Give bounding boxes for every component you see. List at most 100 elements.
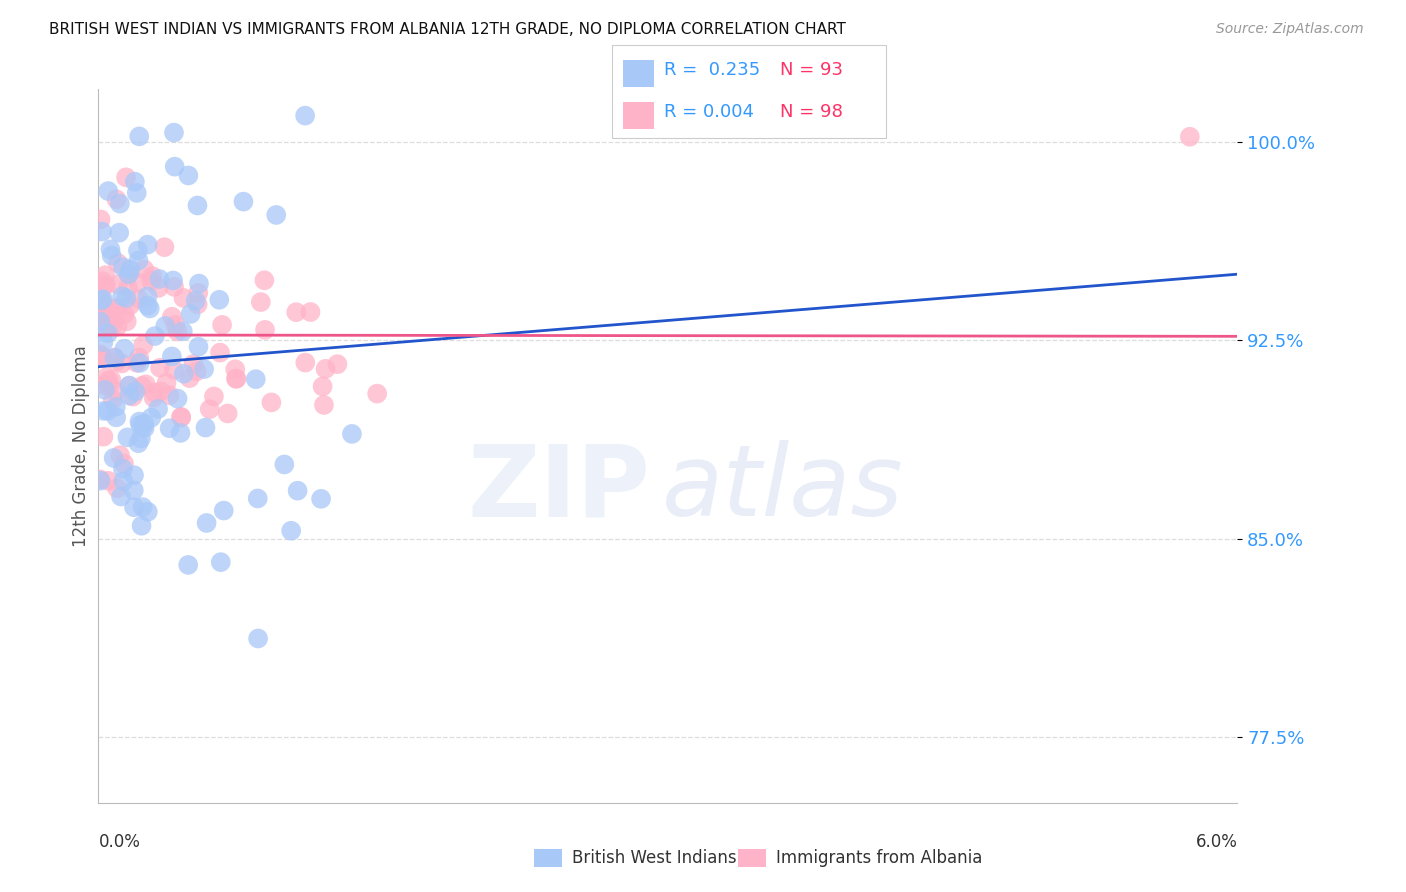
Point (93, 430, 115, 444)
Point (211, 318, 233, 332)
Point (217, 407, 239, 421)
Point (253, 273, 276, 287)
Point (108, 226, 131, 240)
Point (139, 301, 162, 316)
Point (89, 316, 111, 330)
Point (97, 318, 120, 333)
Point (111, 356, 134, 370)
Point (114, 307, 136, 321)
Point (89, 473, 111, 487)
Point (122, 468, 145, 483)
Point (198, 402, 221, 417)
Point (128, 351, 150, 365)
Point (122, 500, 145, 515)
Point (100, 248, 122, 262)
Text: atlas: atlas (662, 441, 904, 537)
Point (225, 372, 247, 386)
Point (117, 430, 139, 444)
Point (118, 267, 141, 281)
Point (131, 518, 153, 533)
Point (89, 314, 111, 328)
Text: BRITISH WEST INDIAN VS IMMIGRANTS FROM ALBANIA 12TH GRADE, NO DIPLOMA CORRELATIO: BRITISH WEST INDIAN VS IMMIGRANTS FROM A… (49, 22, 846, 37)
Point (166, 325, 188, 339)
Point (177, 558, 200, 572)
Point (172, 291, 194, 305)
Point (115, 314, 138, 328)
Point (172, 324, 194, 338)
Point (155, 318, 177, 333)
Point (294, 109, 316, 123)
Point (225, 371, 247, 385)
Point (104, 351, 127, 365)
Point (148, 272, 170, 286)
Point (155, 376, 177, 390)
Text: 6.0%: 6.0% (1195, 833, 1237, 851)
Point (132, 338, 155, 352)
Point (253, 323, 276, 337)
Point (97, 404, 120, 418)
Point (100, 243, 122, 257)
Point (312, 398, 335, 412)
Point (93, 404, 115, 418)
Point (187, 297, 209, 311)
Point (120, 262, 142, 277)
Text: British West Indians: British West Indians (572, 849, 737, 867)
Point (162, 273, 184, 287)
Point (249, 295, 271, 310)
Point (163, 363, 186, 377)
Point (107, 277, 129, 292)
Point (117, 280, 139, 294)
Point (125, 356, 148, 370)
Point (111, 289, 134, 303)
Point (188, 277, 211, 291)
Point (129, 432, 152, 446)
Point (97, 373, 120, 387)
Point (120, 298, 142, 312)
Point (186, 198, 208, 212)
Point (97, 307, 120, 321)
Text: N = 93: N = 93 (780, 61, 844, 78)
Point (91, 309, 114, 323)
Point (311, 379, 333, 393)
Point (97, 326, 120, 340)
Point (105, 301, 128, 316)
Point (166, 392, 188, 406)
Point (136, 298, 159, 312)
Point (245, 372, 267, 386)
Point (112, 475, 135, 489)
Point (91, 292, 114, 306)
Point (173, 367, 195, 381)
Point (224, 362, 246, 376)
Point (110, 490, 132, 504)
Point (285, 305, 308, 319)
Point (122, 483, 145, 498)
Point (131, 500, 153, 514)
Point (194, 420, 217, 434)
Point (136, 237, 159, 252)
Point (100, 373, 122, 387)
Point (146, 401, 169, 416)
Point (153, 240, 176, 254)
Point (247, 632, 270, 646)
Point (94, 268, 117, 283)
Point (128, 415, 150, 429)
Point (163, 160, 186, 174)
Point (299, 305, 322, 319)
Point (118, 389, 141, 403)
Point (90, 349, 112, 363)
Point (105, 481, 128, 495)
Point (104, 384, 127, 398)
Point (165, 318, 187, 332)
Point (179, 371, 201, 385)
Point (202, 389, 225, 403)
Point (129, 417, 152, 432)
Point (273, 458, 295, 472)
Point (142, 391, 165, 405)
Point (89, 474, 111, 488)
Point (117, 267, 139, 281)
Point (141, 410, 163, 425)
Point (260, 395, 283, 409)
Point (232, 194, 254, 209)
Point (309, 491, 332, 506)
Point (124, 384, 146, 399)
